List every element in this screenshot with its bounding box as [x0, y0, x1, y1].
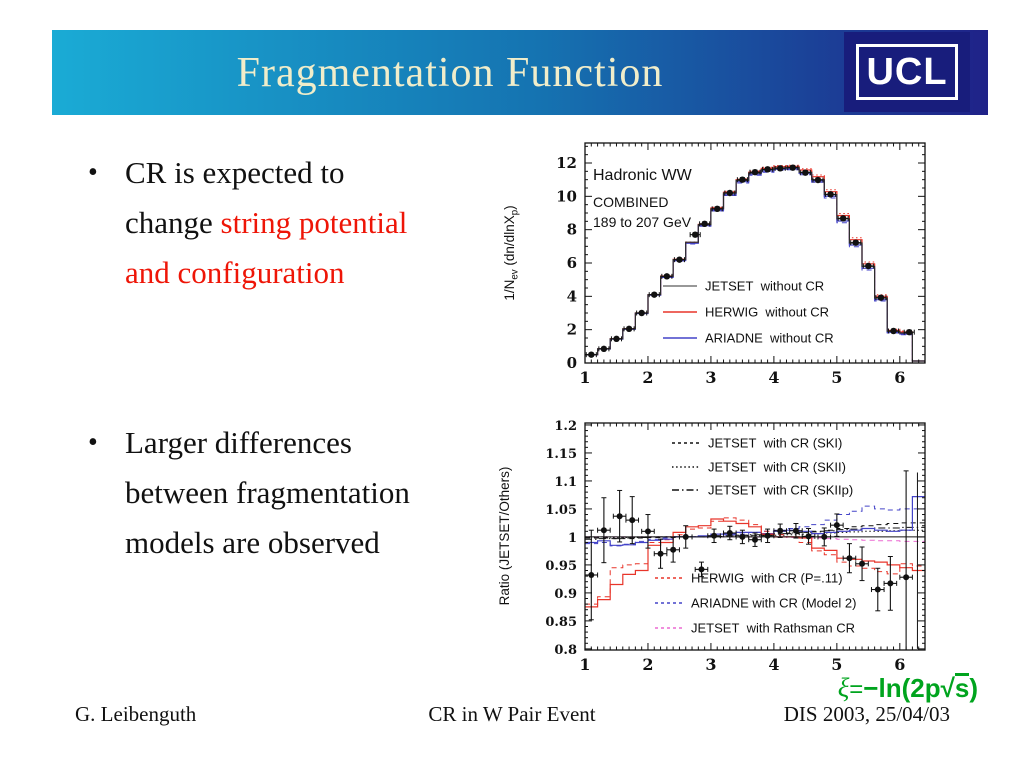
bullet-black-text: CR is expected to	[125, 155, 345, 190]
svg-text:4: 4	[768, 368, 779, 387]
svg-text:JETSET with CR (SKIIp): JETSET with CR (SKIIp)	[708, 483, 853, 498]
svg-text:0.9: 0.9	[554, 587, 577, 602]
bullet-black-text: between fragmentation	[125, 475, 410, 510]
svg-text:JETSET with CR (SKI): JETSET with CR (SKI)	[708, 436, 842, 451]
bullet-text-2: Larger differences between fragmentation m…	[125, 418, 525, 568]
bullet-dot-icon: •	[88, 427, 98, 458]
svg-text:HERWIG without CR: HERWIG without CR	[705, 305, 829, 320]
bullet-dot-icon: •	[88, 157, 98, 188]
formula-prefix: −ln(2p	[863, 673, 941, 703]
svg-text:Hadronic WW: Hadronic WW	[593, 167, 693, 184]
svg-text:4: 4	[768, 655, 779, 674]
svg-text:6: 6	[894, 655, 905, 674]
bullet-black-text: models are observed	[125, 525, 380, 560]
formula-radicand: s	[954, 673, 970, 703]
svg-text:0.85: 0.85	[545, 615, 577, 630]
formula-suffix: )	[969, 673, 978, 703]
footer-title: CR in W Pair Event	[428, 702, 596, 726]
bullet-black-text: change	[125, 205, 221, 240]
svg-text:10: 10	[556, 187, 577, 205]
bullet-item-2: • Larger differences between fragmentatio…	[88, 418, 528, 568]
title-bar: Fragmentation Function UCL	[52, 30, 988, 115]
svg-text:1: 1	[579, 655, 590, 674]
svg-text:6: 6	[567, 254, 577, 272]
svg-text:1.1: 1.1	[554, 475, 577, 490]
svg-text:ARIADNE with CR (Model 2): ARIADNE with CR (Model 2)	[691, 596, 856, 611]
formula-equals: =	[849, 676, 864, 703]
svg-text:6: 6	[894, 368, 905, 387]
svg-text:8: 8	[567, 221, 577, 239]
svg-text:2: 2	[642, 368, 653, 387]
svg-text:Ratio (JETSET/Others): Ratio (JETSET/Others)	[497, 467, 512, 606]
bullet-red-text: and configuration	[125, 255, 345, 290]
svg-text:0.8: 0.8	[554, 643, 577, 658]
svg-text:0: 0	[567, 354, 577, 372]
ucl-logo-text: UCL	[856, 44, 958, 100]
svg-text:189 to 207 GeV: 189 to 207 GeV	[593, 214, 692, 230]
svg-text:HERWIG with CR (P=.11): HERWIG with CR (P=.11)	[691, 571, 843, 586]
svg-text:12: 12	[556, 154, 577, 172]
xi-formula: ξ=−ln(2p√s)	[838, 673, 978, 704]
svg-text:3: 3	[705, 655, 716, 674]
svg-text:1: 1	[579, 368, 590, 387]
svg-text:JETSET without CR: JETSET without CR	[705, 279, 824, 294]
svg-text:3: 3	[705, 368, 716, 387]
svg-text:ARIADNE without CR: ARIADNE without CR	[705, 331, 834, 346]
svg-text:1.05: 1.05	[545, 503, 577, 518]
svg-text:JETSET with Rathsman CR: JETSET with Rathsman CR	[691, 621, 855, 636]
svg-text:5: 5	[831, 655, 842, 674]
footer: G. Leibenguth CR in W Pair Event DIS 200…	[0, 702, 1024, 732]
svg-text:0.95: 0.95	[545, 559, 577, 574]
bullet-item-1: • CR is expected to change string potenti…	[88, 148, 528, 298]
footer-author: G. Leibenguth	[75, 702, 197, 726]
svg-text:4: 4	[567, 287, 577, 305]
svg-text:1: 1	[568, 531, 577, 546]
bullet-black-text: Larger differences	[125, 425, 352, 460]
page-title: Fragmentation Function	[236, 49, 664, 96]
svg-text:JETSET with CR (SKII): JETSET with CR (SKII)	[708, 460, 846, 475]
xi-symbol: ξ	[837, 673, 850, 703]
bullet-red-text: string potential	[220, 205, 408, 240]
svg-text:1.2: 1.2	[554, 419, 577, 434]
sqrt-icon: √	[940, 673, 955, 703]
svg-text:1/Nev (dn/dlnXp): 1/Nev (dn/dlnXp)	[502, 205, 521, 300]
svg-text:5: 5	[831, 368, 842, 387]
svg-text:COMBINED: COMBINED	[593, 194, 668, 210]
footer-date: DIS 2003, 25/04/03	[783, 702, 950, 726]
svg-text:2: 2	[567, 321, 577, 339]
ucl-logo: UCL	[844, 32, 970, 112]
bullet-text-1: CR is expected to change string potential…	[125, 148, 525, 298]
svg-text:2: 2	[642, 655, 653, 674]
svg-text:1.15: 1.15	[545, 447, 577, 462]
